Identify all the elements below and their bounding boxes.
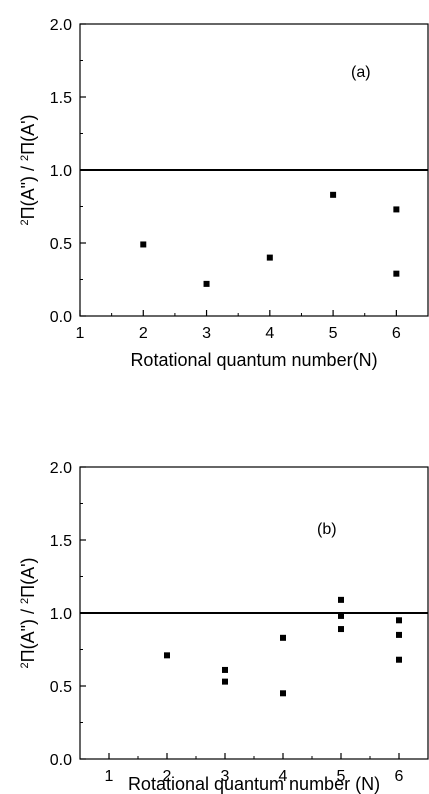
- x-tick-label: 6: [392, 325, 401, 342]
- y-tick-label: 1.5: [50, 90, 72, 107]
- data-point: [393, 271, 399, 277]
- data-points-b: [164, 597, 402, 696]
- data-point: [338, 613, 344, 619]
- x-axis-title-b: Rotational quantum number (N): [128, 774, 380, 794]
- y-axis-title-b: 2Π(A") / 2Π(A'): [18, 557, 38, 668]
- x-tick-label: 3: [202, 325, 211, 342]
- data-points-a: [140, 192, 399, 287]
- y-tick-label: 0.5: [50, 679, 72, 696]
- x-tick-label: 5: [329, 325, 338, 342]
- data-point: [396, 657, 402, 663]
- y-axis-title-a: 2Π(A") / 2Π(A'): [18, 114, 38, 225]
- x-tick-label: 2: [139, 325, 148, 342]
- data-point: [267, 255, 273, 261]
- y-tick-label: 2.0: [50, 460, 72, 477]
- data-point: [222, 679, 228, 685]
- x-axis-ticks-a: 1 2 3 4 5 6: [76, 310, 401, 342]
- y-tick-label: 2.0: [50, 17, 72, 34]
- x-tick-label: 1: [105, 768, 114, 785]
- data-point: [222, 667, 228, 673]
- y-tick-label: 1.0: [50, 606, 72, 623]
- data-point: [204, 281, 210, 287]
- data-point: [140, 241, 146, 247]
- data-point: [396, 632, 402, 638]
- y-tick-label: 0.0: [50, 752, 72, 769]
- x-tick-label: 1: [76, 325, 85, 342]
- data-point: [330, 192, 336, 198]
- x-tick-label: 4: [265, 325, 274, 342]
- data-point: [393, 206, 399, 212]
- x-axis-title-a: Rotational quantum number(N): [130, 350, 377, 370]
- x-tick-label: 6: [395, 768, 404, 785]
- y-tick-label: 0.0: [50, 309, 72, 326]
- panel-a: 0.0 0.5 1.0 1.5 2.0 1 2 3 4 5 6 (a) Rotational qu…: [18, 17, 428, 370]
- data-point: [280, 690, 286, 696]
- panel-label-a: (a): [351, 64, 371, 81]
- data-point: [338, 626, 344, 632]
- panel-b: 0.00.51.01.52.0 123456 (b) Rotational qu…: [18, 460, 428, 794]
- data-point: [164, 652, 170, 658]
- y-tick-label: 1.0: [50, 163, 72, 180]
- y-tick-label: 0.5: [50, 236, 72, 253]
- data-point: [338, 597, 344, 603]
- data-point: [280, 635, 286, 641]
- panel-label-b: (b): [317, 521, 337, 538]
- data-point: [396, 617, 402, 623]
- y-tick-label: 1.5: [50, 533, 72, 550]
